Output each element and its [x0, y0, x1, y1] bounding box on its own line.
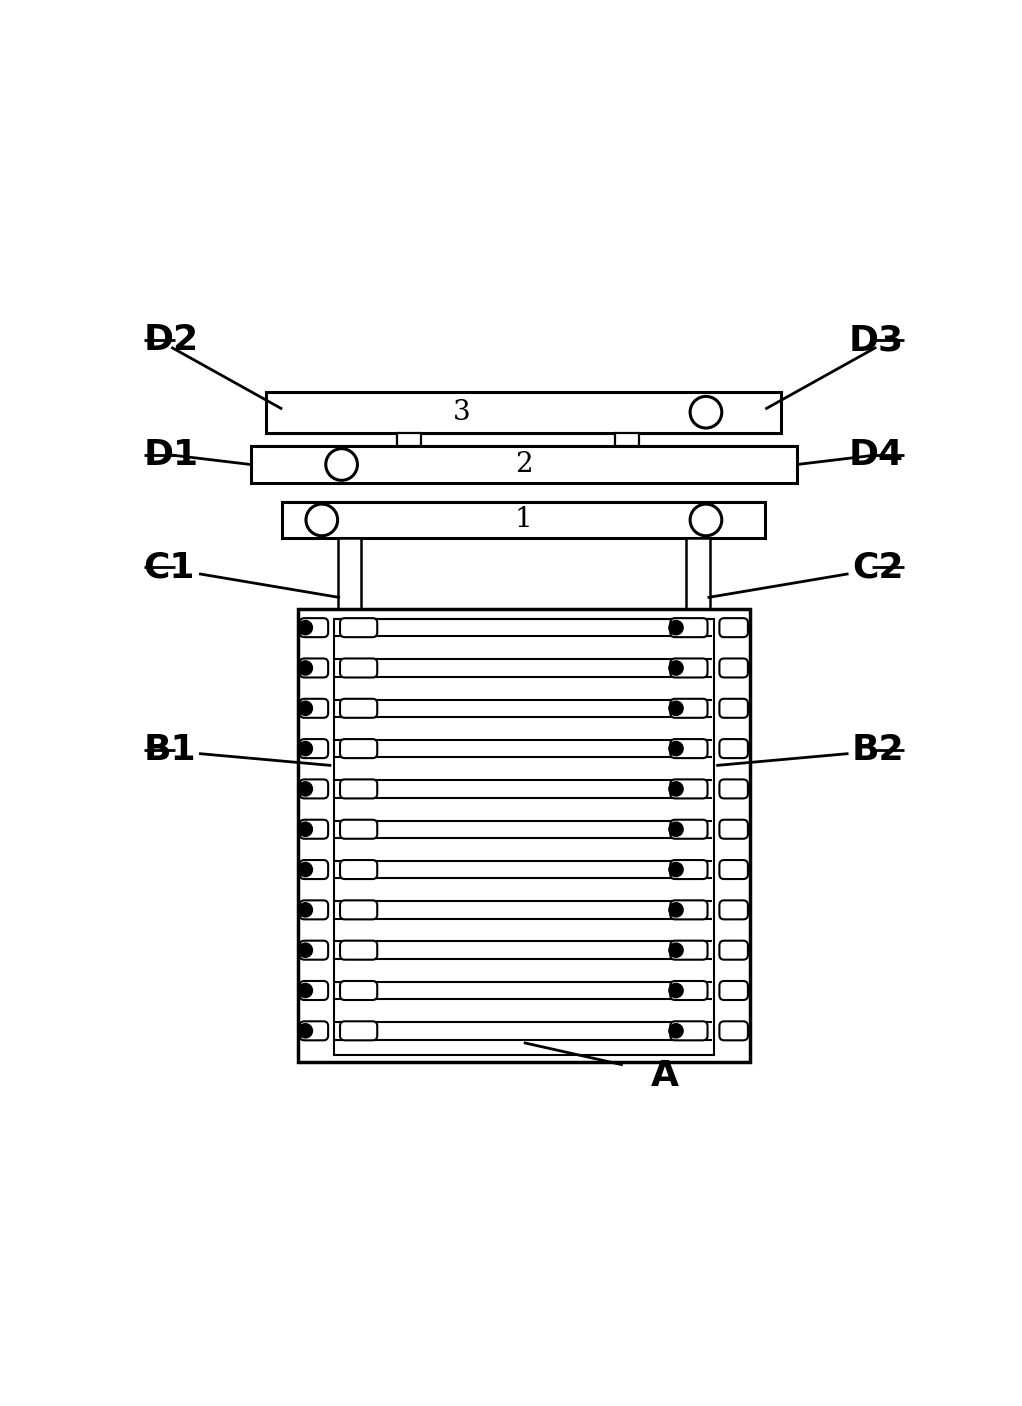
Circle shape: [668, 620, 683, 634]
FancyBboxPatch shape: [719, 860, 748, 879]
FancyBboxPatch shape: [299, 699, 328, 718]
Circle shape: [668, 943, 683, 957]
Circle shape: [668, 1024, 683, 1038]
Circle shape: [298, 862, 313, 877]
Circle shape: [668, 661, 683, 675]
Bar: [250, 446, 797, 482]
Circle shape: [668, 741, 683, 756]
FancyBboxPatch shape: [670, 941, 707, 960]
Circle shape: [298, 943, 313, 957]
FancyBboxPatch shape: [670, 981, 707, 1000]
Bar: [282, 502, 765, 538]
FancyBboxPatch shape: [340, 820, 377, 839]
FancyBboxPatch shape: [340, 779, 377, 799]
Text: D4: D4: [849, 439, 904, 472]
FancyBboxPatch shape: [340, 1021, 377, 1040]
FancyBboxPatch shape: [670, 779, 707, 799]
FancyBboxPatch shape: [299, 1021, 328, 1040]
FancyBboxPatch shape: [670, 740, 707, 758]
Circle shape: [668, 702, 683, 716]
FancyBboxPatch shape: [719, 658, 748, 678]
Text: C1: C1: [143, 551, 195, 585]
Circle shape: [668, 862, 683, 877]
Bar: [337, 538, 362, 1063]
FancyBboxPatch shape: [299, 900, 328, 920]
FancyBboxPatch shape: [299, 779, 328, 799]
FancyBboxPatch shape: [340, 658, 377, 678]
Text: A: A: [650, 1059, 679, 1092]
Bar: [397, 433, 421, 446]
Text: 2: 2: [515, 451, 532, 478]
Circle shape: [298, 823, 313, 837]
Text: B2: B2: [851, 733, 904, 766]
FancyBboxPatch shape: [340, 619, 377, 637]
FancyBboxPatch shape: [670, 658, 707, 678]
FancyBboxPatch shape: [670, 619, 707, 637]
Circle shape: [668, 903, 683, 917]
FancyBboxPatch shape: [670, 699, 707, 718]
Circle shape: [690, 505, 722, 536]
Circle shape: [690, 396, 722, 427]
Circle shape: [298, 1024, 313, 1038]
FancyBboxPatch shape: [719, 900, 748, 920]
Circle shape: [326, 449, 358, 481]
Circle shape: [298, 661, 313, 675]
FancyBboxPatch shape: [299, 658, 328, 678]
FancyBboxPatch shape: [299, 820, 328, 839]
FancyBboxPatch shape: [670, 900, 707, 920]
Bar: [615, 433, 639, 446]
FancyBboxPatch shape: [340, 941, 377, 960]
Text: D2: D2: [143, 323, 198, 357]
FancyBboxPatch shape: [299, 619, 328, 637]
FancyBboxPatch shape: [340, 860, 377, 879]
FancyBboxPatch shape: [719, 820, 748, 839]
Circle shape: [298, 903, 313, 917]
FancyBboxPatch shape: [719, 740, 748, 758]
FancyBboxPatch shape: [670, 820, 707, 839]
Circle shape: [298, 983, 313, 998]
Text: B1: B1: [143, 733, 196, 766]
FancyBboxPatch shape: [719, 619, 748, 637]
Bar: [686, 538, 710, 1063]
FancyBboxPatch shape: [299, 981, 328, 1000]
Bar: [267, 392, 781, 433]
Circle shape: [668, 782, 683, 796]
FancyBboxPatch shape: [719, 699, 748, 718]
FancyBboxPatch shape: [719, 981, 748, 1000]
FancyBboxPatch shape: [299, 941, 328, 960]
FancyBboxPatch shape: [299, 740, 328, 758]
Text: D3: D3: [849, 323, 904, 357]
FancyBboxPatch shape: [340, 981, 377, 1000]
Circle shape: [306, 505, 337, 536]
FancyBboxPatch shape: [670, 1021, 707, 1040]
Bar: [298, 609, 749, 1063]
Circle shape: [668, 823, 683, 837]
Circle shape: [298, 620, 313, 634]
FancyBboxPatch shape: [719, 1021, 748, 1040]
Circle shape: [668, 983, 683, 998]
Circle shape: [298, 741, 313, 756]
Bar: [333, 619, 713, 1054]
Text: 1: 1: [515, 506, 532, 533]
FancyBboxPatch shape: [340, 900, 377, 920]
FancyBboxPatch shape: [340, 740, 377, 758]
FancyBboxPatch shape: [719, 779, 748, 799]
Text: 3: 3: [453, 399, 471, 426]
Text: D1: D1: [143, 439, 198, 472]
FancyBboxPatch shape: [299, 860, 328, 879]
Text: C2: C2: [852, 551, 904, 585]
FancyBboxPatch shape: [670, 860, 707, 879]
Circle shape: [298, 702, 313, 716]
Circle shape: [298, 782, 313, 796]
FancyBboxPatch shape: [719, 941, 748, 960]
FancyBboxPatch shape: [340, 699, 377, 718]
